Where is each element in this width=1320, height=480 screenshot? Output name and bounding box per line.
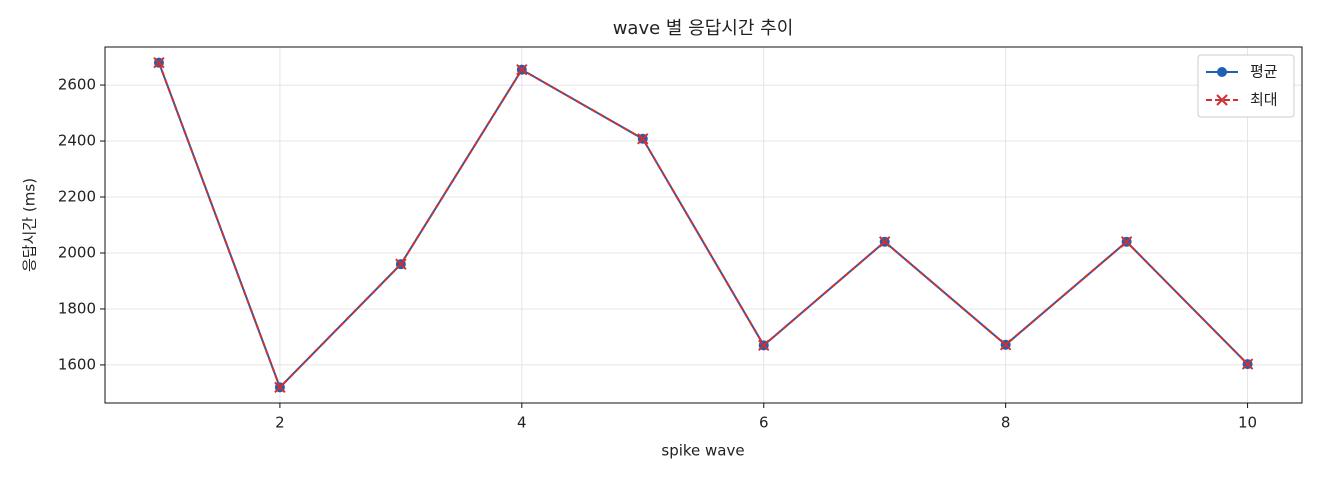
y-tick-label: 2400 <box>58 132 96 150</box>
y-tick-label: 2200 <box>58 188 96 206</box>
series-line <box>158 62 1249 390</box>
marker <box>637 133 649 145</box>
marker <box>878 236 891 248</box>
marker <box>1241 358 1254 370</box>
marker <box>153 56 165 69</box>
x-tick-label: 2 <box>275 414 285 432</box>
grid: 1600 1800 2000 2200 2400 2600 2 4 6 8 10 <box>58 47 1302 432</box>
x-axis-label: spike wave <box>661 442 744 460</box>
marker <box>274 381 286 394</box>
marker <box>999 339 1012 351</box>
x-tick-label: 10 <box>1238 414 1257 432</box>
legend-label: 최대 <box>1250 91 1278 109</box>
marker <box>516 63 528 76</box>
y-tick-label: 1600 <box>58 355 96 373</box>
legend-marker <box>1216 94 1228 106</box>
x-tick-label: 8 <box>1001 414 1011 432</box>
marker <box>395 258 407 270</box>
y-tick-label: 1800 <box>58 299 96 317</box>
plot-frame <box>104 46 1303 404</box>
chart-title: wave 별 응답시간 추이 <box>613 18 794 39</box>
x-tick-label: 4 <box>517 414 527 432</box>
legend-label: 평균 <box>1250 63 1278 81</box>
y-tick-label: 2000 <box>58 243 96 261</box>
plot <box>153 56 1254 394</box>
legend-box <box>1197 54 1295 118</box>
y-tick-label: 2600 <box>58 76 96 94</box>
marker <box>1120 236 1133 248</box>
legend-marker <box>1217 67 1227 77</box>
x-tick-label: 6 <box>759 414 769 432</box>
y-axis-label: 응답시간 (ms) <box>21 178 39 272</box>
marker <box>758 339 770 352</box>
